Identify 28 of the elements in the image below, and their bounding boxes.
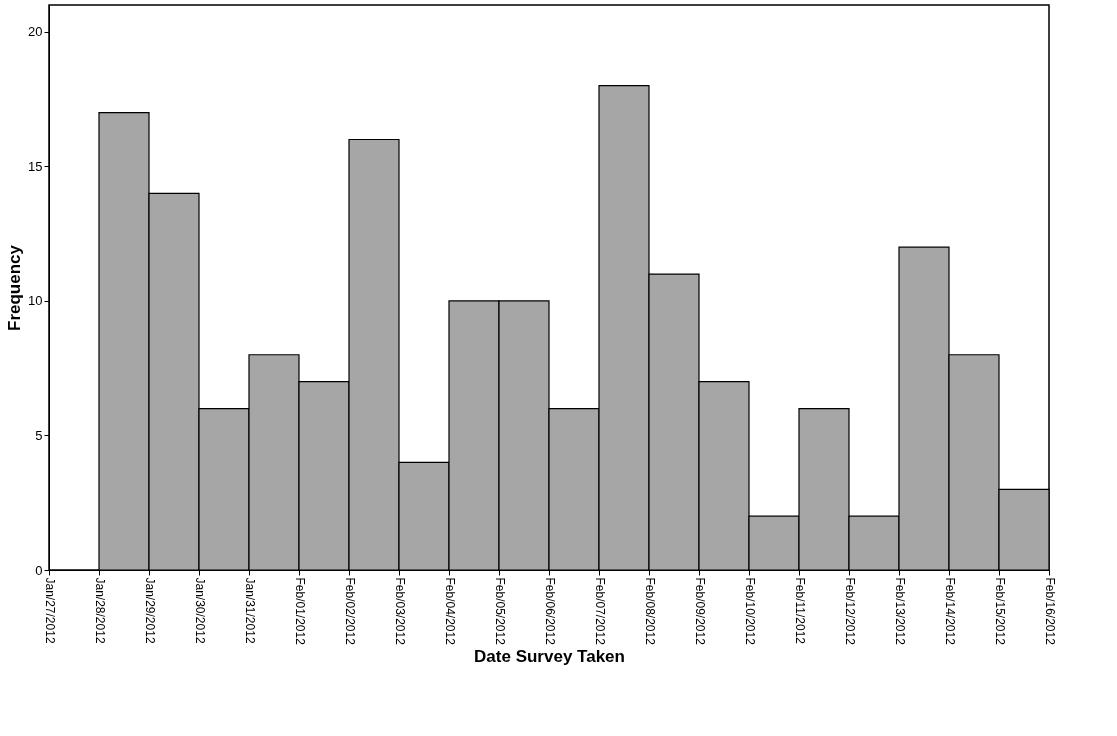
y-tick-label: 5	[35, 427, 43, 443]
x-tick-label: Feb/16/2012	[1042, 577, 1057, 646]
x-tick-label: Jan/27/2012	[42, 577, 57, 644]
x-tick-label: Feb/08/2012	[642, 577, 657, 646]
x-tick-label: Feb/02/2012	[342, 577, 357, 646]
x-tick-label: Feb/06/2012	[542, 577, 557, 646]
x-tick-label: Feb/12/2012	[842, 577, 857, 646]
y-tick-label: 0	[35, 562, 43, 578]
x-tick-label: Feb/13/2012	[892, 577, 907, 646]
x-tick-label: Jan/29/2012	[142, 577, 157, 644]
x-tick-label: Feb/05/2012	[492, 577, 507, 646]
x-tick-label: Feb/11/2012	[792, 577, 807, 645]
x-tick-label: Jan/30/2012	[192, 577, 207, 644]
x-tick-label: Feb/03/2012	[392, 577, 407, 646]
y-axis-title: Frequency	[5, 244, 25, 331]
y-tick-label: 15	[28, 158, 43, 174]
y-tick-label: 10	[28, 293, 43, 309]
x-tick-label: Feb/14/2012	[942, 577, 957, 646]
x-tick-label: Feb/10/2012	[742, 577, 757, 646]
x-tick-label: Feb/04/2012	[442, 577, 457, 646]
y-tick-label: 20	[28, 24, 43, 40]
x-tick-label: Feb/09/2012	[692, 577, 707, 646]
x-axis-title: Date Survey Taken	[474, 646, 625, 666]
x-tick-label: Jan/31/2012	[242, 577, 257, 644]
x-tick-label: Feb/07/2012	[592, 577, 607, 646]
x-tick-label: Jan/28/2012	[92, 577, 107, 644]
x-tick-label: Feb/15/2012	[992, 577, 1007, 646]
x-tick-label: Feb/01/2012	[292, 577, 307, 646]
